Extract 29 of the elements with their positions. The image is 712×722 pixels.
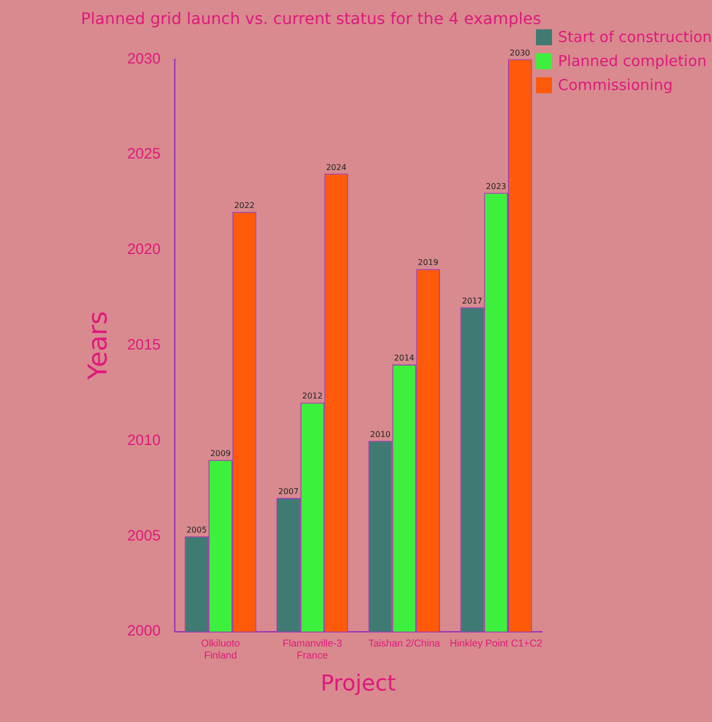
- legend-label: Commissioning: [558, 76, 673, 94]
- data-label: 2019: [418, 258, 438, 268]
- data-label: 2024: [326, 162, 346, 172]
- data-label: 2022: [234, 200, 255, 210]
- y-tick-label: 2030: [127, 50, 161, 68]
- legend-label: Planned completion: [558, 52, 707, 70]
- x-axis-title: Project: [320, 672, 396, 697]
- data-label: 2007: [278, 487, 299, 496]
- data-label: 2012: [302, 392, 323, 401]
- y-axis-title: Years: [83, 311, 114, 381]
- chart-title: Planned grid launch vs. current status for the 4 examples: [80, 8, 542, 28]
- y-tick-label: 2020: [127, 241, 161, 258]
- data-label: 2017: [462, 296, 482, 306]
- y-tick-label: 2000: [127, 622, 161, 640]
- data-label: 2014: [394, 354, 414, 363]
- data-label: 2030: [510, 48, 530, 58]
- x-tick-label: Olkiluoto Finland: [201, 638, 240, 662]
- data-label: 2005: [186, 525, 207, 534]
- data-label: 2010: [370, 430, 391, 439]
- legend-label: Start of construction: [558, 28, 712, 46]
- y-tick-label: 2010: [127, 432, 161, 449]
- x-tick-label: Flamanville-3 France: [282, 638, 343, 662]
- x-tick-label: Taishan 2/China: [368, 638, 441, 650]
- data-label: 2023: [486, 182, 506, 191]
- y-tick-label: 2025: [127, 146, 161, 163]
- x-tick-label: Hinkley Point C1+C2: [450, 638, 543, 650]
- y-tick-label: 2005: [127, 527, 161, 544]
- y-tick-label: 2015: [127, 336, 161, 354]
- data-label: 2009: [210, 448, 231, 458]
